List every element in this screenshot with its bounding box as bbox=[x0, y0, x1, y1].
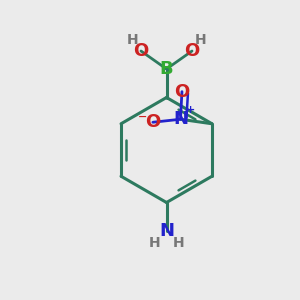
Text: O: O bbox=[134, 42, 148, 60]
Text: −: − bbox=[138, 112, 148, 122]
Text: H: H bbox=[127, 33, 138, 46]
Text: O: O bbox=[184, 42, 200, 60]
Text: O: O bbox=[174, 83, 190, 101]
Text: B: B bbox=[160, 60, 173, 78]
Text: N: N bbox=[173, 110, 188, 128]
Text: H: H bbox=[195, 33, 206, 46]
Text: H: H bbox=[149, 236, 160, 250]
Text: +: + bbox=[186, 105, 195, 115]
Text: N: N bbox=[159, 222, 174, 240]
Text: H: H bbox=[173, 236, 184, 250]
Text: O: O bbox=[145, 113, 160, 131]
